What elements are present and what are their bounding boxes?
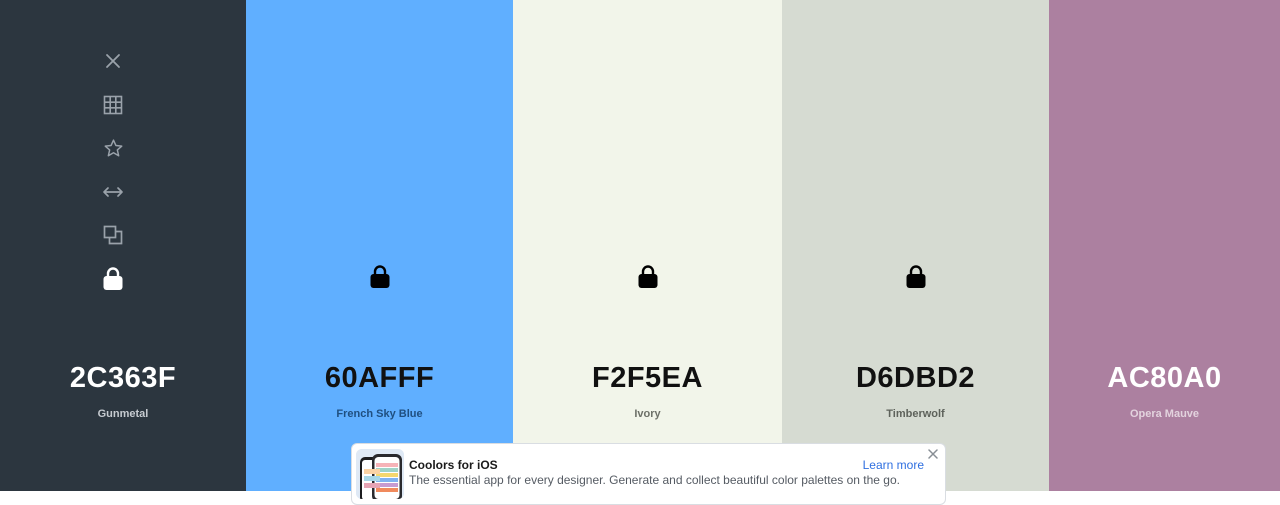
copy-icon xyxy=(103,226,123,245)
hex-code[interactable]: D6DBD2 xyxy=(855,362,976,394)
lock-toggle[interactable] xyxy=(635,262,661,290)
hex-code[interactable]: F2F5EA xyxy=(592,362,703,394)
swatch-toolbar xyxy=(96,44,130,306)
grid-icon xyxy=(103,95,123,114)
color-name: Timberwolf xyxy=(886,408,945,420)
view-shades-button[interactable] xyxy=(96,88,130,122)
star-icon xyxy=(104,139,122,157)
remove-color-button[interactable] xyxy=(96,44,130,78)
color-name: Gunmetal xyxy=(97,408,149,420)
color-name: French Sky Blue xyxy=(336,408,423,420)
lock-toggle[interactable] xyxy=(903,262,929,290)
hex-code[interactable]: AC80A0 xyxy=(1107,362,1222,394)
color-swatch[interactable]: D6DBD2 Timberwolf xyxy=(782,0,1049,491)
color-swatch[interactable]: F2F5EA Ivory xyxy=(513,0,782,491)
ios-app-banner: Coolors for iOS The essential app for ev… xyxy=(351,443,946,505)
color-name: Opera Mauve xyxy=(1129,408,1200,420)
color-swatch[interactable]: AC80A0 Opera Mauve xyxy=(1049,0,1280,491)
arrows-horizontal-icon xyxy=(103,186,123,197)
save-color-button[interactable] xyxy=(96,131,130,165)
close-icon xyxy=(106,54,120,68)
palette: 2C363F Gunmetal 60AFFF French Sky Blue F… xyxy=(0,0,1280,491)
lock-toggle[interactable] xyxy=(96,262,130,296)
learn-more-link[interactable]: Learn more xyxy=(862,458,924,472)
drag-handle[interactable] xyxy=(96,175,130,209)
close-icon xyxy=(928,449,938,459)
lock-icon xyxy=(103,267,123,291)
hex-code[interactable]: 2C363F xyxy=(69,362,177,394)
banner-description: The essential app for every designer. Ge… xyxy=(409,473,900,487)
banner-close-button[interactable] xyxy=(926,447,940,461)
copy-hex-button[interactable] xyxy=(96,218,130,252)
lock-icon xyxy=(638,264,658,288)
lock-toggle[interactable] xyxy=(367,262,393,290)
lock-icon xyxy=(370,264,390,288)
app-preview-image xyxy=(356,449,404,499)
banner-title: Coolors for iOS xyxy=(409,458,498,472)
color-swatch[interactable]: 2C363F Gunmetal xyxy=(0,0,246,491)
lock-icon xyxy=(906,264,926,288)
color-name: Ivory xyxy=(634,408,661,420)
hex-code[interactable]: 60AFFF xyxy=(324,362,435,394)
color-swatch[interactable]: 60AFFF French Sky Blue xyxy=(246,0,513,491)
